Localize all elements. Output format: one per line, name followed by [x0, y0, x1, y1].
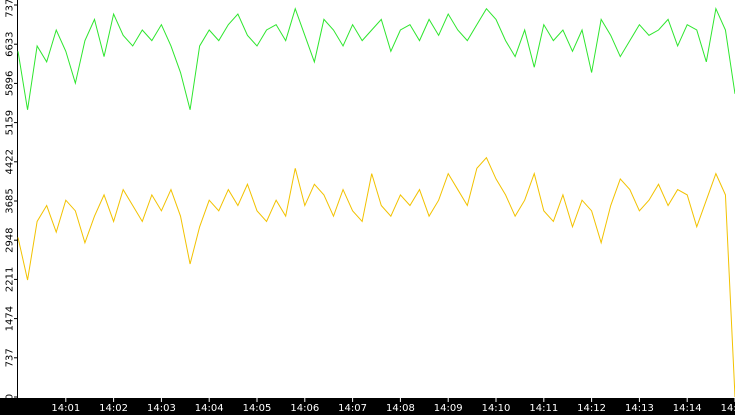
- x-tick-label: 14:14: [673, 403, 702, 414]
- x-tick-label: 14:04: [195, 403, 224, 414]
- x-tick-label: 14:01: [51, 403, 80, 414]
- y-tick-label: 7370: [5, 0, 16, 18]
- y-tick-label: 5896: [5, 71, 16, 96]
- y-tick-label: 737: [5, 348, 16, 367]
- x-tick-label: 14:10: [482, 403, 511, 414]
- y-tick-label: 4422: [5, 149, 16, 174]
- series-line: [17, 156, 735, 398]
- y-tick-label: 3685: [5, 188, 16, 213]
- x-tick-label: 14:12: [577, 403, 606, 414]
- x-tick-label: 14:08: [386, 403, 415, 414]
- y-tick-label: 5159: [5, 110, 16, 135]
- x-tick-label: 14:09: [434, 403, 463, 414]
- y-tick-label: 2211: [5, 267, 16, 292]
- y-tick-label: 6633: [5, 31, 16, 56]
- x-tick-label: 14:06: [290, 403, 319, 414]
- x-tick-label: 14:03: [147, 403, 176, 414]
- x-tick-label: 14:07: [338, 403, 367, 414]
- x-tick-label: 14:11: [529, 403, 558, 414]
- y-tick-label: 0: [5, 394, 16, 400]
- x-tick-label: 14:05: [243, 403, 272, 414]
- x-axis-bar: [0, 398, 735, 415]
- y-tick-label: 1474: [5, 306, 16, 331]
- series-line: [17, 7, 735, 110]
- x-tick-label: 14:02: [99, 403, 128, 414]
- y-tick-label: 2948: [5, 227, 16, 252]
- x-tick-label: 14:13: [625, 403, 654, 414]
- x-tick-label: 14:15: [721, 403, 735, 414]
